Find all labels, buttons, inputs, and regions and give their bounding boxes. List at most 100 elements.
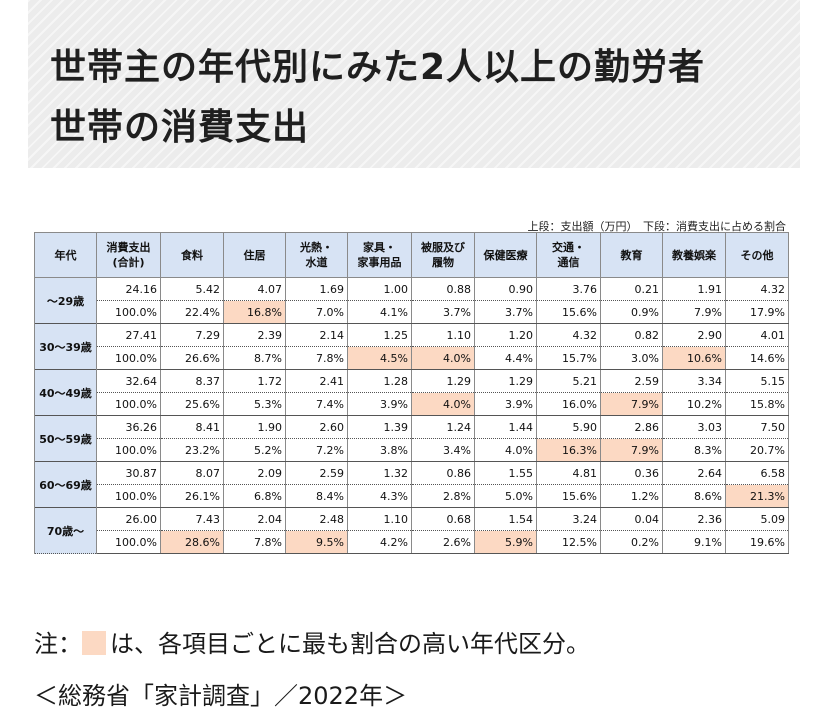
amount-cell: 3.34 [662, 369, 726, 393]
share-cell: 8.6% [662, 484, 726, 508]
share-cell: 7.2% [285, 438, 348, 462]
amount-cell: 6.58 [725, 461, 789, 485]
share-cell: 4.0% [411, 346, 475, 370]
share-cell: 100.0% [96, 346, 161, 370]
column-header: 家具・ 家事用品 [347, 232, 412, 278]
amount-cell: 4.32 [725, 277, 789, 301]
amount-cell: 1.20 [474, 323, 537, 347]
share-cell: 3.9% [474, 392, 537, 416]
column-header-text: (合計) [112, 256, 145, 269]
share-cell: 16.3% [536, 438, 601, 462]
amount-cell: 2.59 [600, 369, 663, 393]
share-cell: 7.9% [662, 300, 726, 324]
table-unit-note: 上段：支出額（万円） 下段：消費支出に占める割合 [527, 220, 787, 233]
amount-cell: 24.16 [96, 277, 161, 301]
share-cell: 23.2% [160, 438, 224, 462]
table-row-share: 100.0% 23.2% 5.2% 7.2% 3.8% 3.4% 4.0% 16.3% 7.9%… [35, 438, 789, 462]
share-cell: 19.6% [725, 530, 789, 554]
amount-cell: 0.88 [411, 277, 475, 301]
share-cell: 3.7% [474, 300, 537, 324]
age-group-label: 60～69歳 [34, 461, 97, 508]
amount-cell: 4.81 [536, 461, 601, 485]
amount-cell: 36.26 [96, 415, 161, 439]
table-row-amount: 30～39歳 27.41 7.29 2.39 2.14 1.25 1.10 1.20 4.32 0… [34, 323, 789, 370]
column-header-text: その他 [740, 248, 774, 262]
amount-cell: 2.86 [600, 415, 663, 439]
share-cell: 100.0% [96, 438, 161, 462]
amount-cell: 4.07 [223, 277, 286, 301]
column-header-text: 履物 [432, 256, 454, 269]
share-cell: 21.3% [725, 484, 789, 508]
table-header-row: 年代 消費支出 (合計) 食料 住居 光熱・ 水道 家具・ 家事用品 被服及び 履物 保健医療 交通・通… [34, 232, 789, 278]
amount-cell: 3.76 [536, 277, 601, 301]
amount-cell: 1.72 [223, 369, 286, 393]
amount-cell: 0.21 [600, 277, 663, 301]
share-cell: 20.7% [725, 438, 789, 462]
share-cell: 100.0% [96, 484, 161, 508]
page-title-line-2: 世帯の消費支出 [50, 107, 310, 148]
share-cell: 4.1% [347, 300, 412, 324]
share-cell: 9.1% [662, 530, 726, 554]
share-cell: 3.0% [600, 346, 663, 370]
share-cell: 3.9% [347, 392, 412, 416]
table-row-amount: 50～59歳 36.26 8.41 1.90 2.60 1.39 1.24 1.44 5.90 2… [34, 415, 789, 462]
amount-cell: 0.68 [411, 507, 475, 531]
share-cell: 4.4% [474, 346, 537, 370]
column-header-text: 家事用品 [357, 256, 402, 269]
amount-cell: 5.15 [725, 369, 789, 393]
share-cell: 1.2% [600, 484, 663, 508]
amount-cell: 2.59 [285, 461, 348, 485]
table-row-amount: 60～69歳 30.87 8.07 2.09 2.59 1.32 0.86 1.55 4.81 0… [34, 461, 789, 508]
share-cell: 26.6% [160, 346, 224, 370]
footnote-text: は、各項目ごとに最も割合の高い年代区分。 [110, 630, 590, 658]
column-header: 被服及び 履物 [411, 232, 475, 278]
share-cell: 4.5% [347, 346, 412, 370]
amount-cell: 4.32 [536, 323, 601, 347]
amount-cell: 1.32 [347, 461, 412, 485]
share-cell: 12.5% [536, 530, 601, 554]
title-banner: 世帯主の年代別にみた2人以上の勤労者 世帯の消費支出 [28, 0, 800, 168]
age-group-label: 70歳～ [34, 507, 97, 554]
amount-cell: 8.37 [160, 369, 224, 393]
amount-cell: 1.25 [347, 323, 412, 347]
table-row-share: 100.0% 26.1% 6.8% 8.4% 4.3% 2.8% 5.0% 15.6% 1.2%… [35, 484, 789, 508]
footnote: 注： は、各項目ごとに最も割合の高い年代区分。 [34, 624, 590, 659]
column-header-text: 光熱・ [300, 241, 333, 254]
amount-cell: 1.29 [411, 369, 475, 393]
amount-cell: 1.91 [662, 277, 726, 301]
amount-cell: 8.07 [160, 461, 224, 485]
amount-cell: 2.90 [662, 323, 726, 347]
share-cell: 8.4% [285, 484, 348, 508]
share-cell: 3.4% [411, 438, 475, 462]
source-citation: ＜総務省「家計調査」／2022年＞ [34, 682, 408, 710]
column-header-text: 教養娯楽 [672, 248, 716, 262]
amount-cell: 2.14 [285, 323, 348, 347]
share-cell: 15.8% [725, 392, 789, 416]
amount-cell: 0.90 [474, 277, 537, 301]
amount-cell: 2.09 [223, 461, 286, 485]
consumption-table: 年代 消費支出 (合計) 食料 住居 光熱・ 水道 家具・ 家事用品 被服及び 履物 保健医療 交通・通… [34, 232, 789, 554]
share-cell: 5.2% [223, 438, 286, 462]
amount-cell: 0.82 [600, 323, 663, 347]
amount-cell: 1.24 [411, 415, 475, 439]
amount-cell: 1.10 [411, 323, 475, 347]
share-cell: 15.7% [536, 346, 601, 370]
share-cell: 0.9% [600, 300, 663, 324]
share-cell: 100.0% [96, 530, 161, 554]
amount-cell: 27.41 [96, 323, 161, 347]
amount-cell: 2.39 [223, 323, 286, 347]
column-header-text: 食料 [181, 248, 203, 262]
amount-cell: 7.50 [725, 415, 789, 439]
amount-cell: 1.69 [285, 277, 348, 301]
amount-cell: 2.64 [662, 461, 726, 485]
age-group-label: 50～59歳 [34, 415, 97, 462]
share-cell: 7.4% [285, 392, 348, 416]
column-header: その他 [725, 232, 789, 278]
amount-cell: 5.09 [725, 507, 789, 531]
column-header-text: 住居 [243, 248, 266, 262]
amount-cell: 5.42 [160, 277, 224, 301]
column-header-text: 通信 [557, 256, 580, 269]
table-row-share: 100.0% 26.6% 8.7% 7.8% 4.5% 4.0% 4.4% 15.7% 3.0%… [35, 346, 789, 370]
amount-cell: 2.41 [285, 369, 348, 393]
share-cell: 5.3% [223, 392, 286, 416]
